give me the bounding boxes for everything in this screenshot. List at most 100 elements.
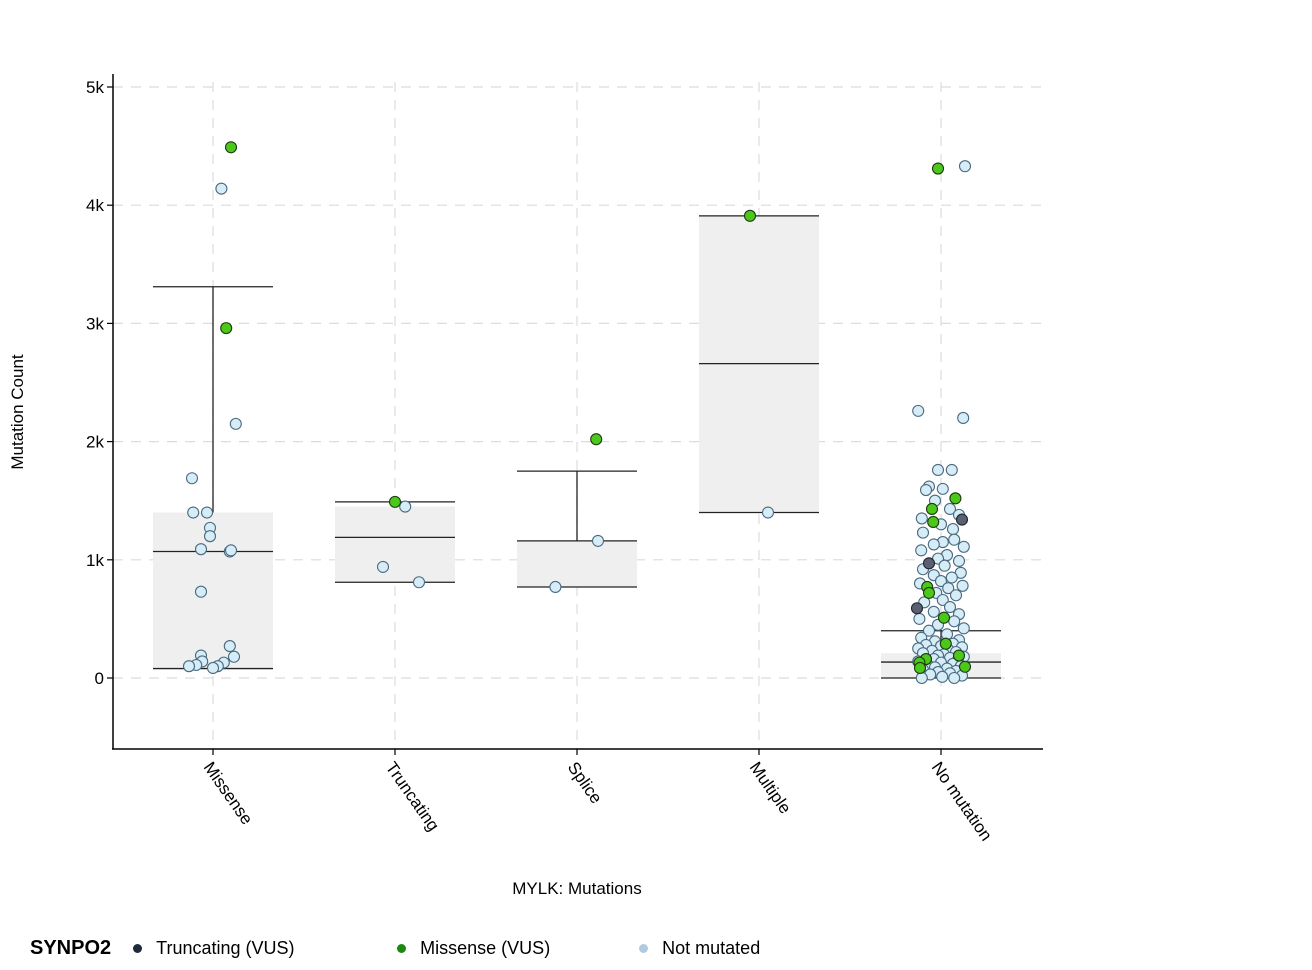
y-axis-title: Mutation Count: [8, 354, 27, 470]
x-tick-label: Truncating: [382, 758, 443, 834]
data-point: [936, 670, 949, 683]
data-point: [934, 575, 948, 588]
data-point: [761, 506, 775, 519]
data-point: [927, 515, 940, 529]
legend-item-missense-vus[interactable]: Missense (VUS): [397, 938, 639, 959]
data-point: [958, 160, 972, 173]
data-point: [916, 526, 930, 539]
points: [182, 141, 972, 685]
data-point: [388, 495, 402, 508]
x-tick-label: Missense: [200, 758, 257, 828]
data-point: [412, 576, 426, 589]
y-tick-label: 4k: [86, 196, 104, 215]
data-point: [915, 544, 928, 557]
x-tick-label: Splice: [564, 758, 606, 807]
data-point: [957, 622, 970, 635]
series-not-mutated: [182, 160, 972, 685]
y-tick-label: 1k: [86, 551, 104, 570]
box-splice: [517, 470, 637, 588]
data-point: [939, 637, 952, 650]
data-point: [927, 605, 940, 618]
data-point: [203, 530, 217, 543]
legend-title: SYNPO2: [30, 936, 112, 959]
data-point: [957, 411, 970, 425]
data-point: [200, 506, 214, 519]
legend-item-truncating-vus[interactable]: Truncating (VUS): [133, 938, 397, 959]
data-point: [943, 601, 957, 614]
legend-dot-icon: [639, 943, 649, 953]
data-point: [946, 523, 960, 536]
data-point: [915, 512, 928, 525]
data-point: [927, 538, 940, 551]
x-tick-label: Multiple: [746, 758, 795, 817]
boxes: [153, 215, 1001, 679]
data-point: [943, 502, 957, 516]
data-point: [182, 660, 196, 673]
data-point: [945, 571, 958, 584]
data-point: [913, 612, 926, 625]
data-point: [931, 162, 945, 175]
data-point: [223, 640, 236, 653]
box-scatter-chart: 0 1k 2k 3k 4k 5k Missense Truncating Splice Mult…: [8, 74, 1043, 898]
data-point: [945, 463, 958, 477]
data-point: [957, 540, 970, 553]
y-ticks: 0 1k 2k 3k 4k 5k: [86, 78, 113, 688]
legend: SYNPO2 Truncating (VUS) Missense (VUS) N…: [30, 934, 760, 962]
data-point: [937, 611, 951, 624]
data-point: [912, 404, 925, 417]
series-missense-vus: [220, 141, 972, 675]
data-point: [955, 513, 969, 526]
data-point: [952, 649, 966, 662]
data-point: [194, 585, 208, 598]
data-point: [931, 463, 945, 477]
data-point: [919, 484, 933, 497]
data-point: [224, 141, 238, 154]
data-point: [185, 472, 199, 485]
x-ticks: Missense Truncating Splice Multiple No mutat…: [200, 749, 996, 844]
data-point: [227, 650, 241, 663]
data-point: [938, 559, 951, 572]
legend-item-not-mutated[interactable]: Not mutated: [639, 938, 760, 959]
data-point: [922, 586, 936, 599]
box-body: [335, 506, 455, 583]
data-point: [936, 593, 949, 607]
data-point: [591, 534, 605, 547]
data-point: [590, 433, 603, 446]
y-tick-label: 0: [95, 669, 104, 688]
data-point: [913, 661, 927, 675]
data-point: [224, 544, 238, 557]
y-tick-label: 2k: [86, 433, 104, 452]
box-multiple: [699, 215, 819, 514]
series-truncating-vus: [910, 513, 969, 615]
data-point: [936, 482, 949, 495]
data-point: [952, 554, 966, 568]
data-point: [956, 579, 969, 592]
data-point: [922, 624, 936, 637]
legend-label: Truncating (VUS): [156, 937, 295, 958]
legend-label: Missense (VUS): [420, 937, 551, 958]
data-point: [922, 557, 936, 570]
data-point: [549, 580, 562, 594]
y-tick-label: 3k: [86, 314, 104, 333]
legend-dot-icon: [397, 943, 407, 953]
data-point: [948, 533, 961, 546]
legend-dot-icon: [133, 943, 143, 953]
data-point: [220, 322, 233, 335]
data-point: [925, 502, 939, 516]
data-point: [942, 582, 955, 595]
data-point: [743, 209, 757, 222]
box-truncating: [335, 501, 455, 583]
data-point: [915, 671, 928, 685]
data-point: [910, 602, 924, 615]
box-body: [517, 540, 637, 587]
x-axis-title: MYLK: Mutations: [512, 879, 641, 898]
box-missense: [153, 286, 273, 670]
x-tick-label: No mutation: [928, 758, 996, 844]
data-point: [958, 660, 972, 673]
data-point: [949, 492, 962, 505]
data-point: [187, 506, 200, 519]
data-point: [948, 671, 961, 685]
data-point: [206, 661, 220, 675]
data-point: [215, 182, 228, 195]
y-tick-label: 5k: [86, 78, 104, 97]
